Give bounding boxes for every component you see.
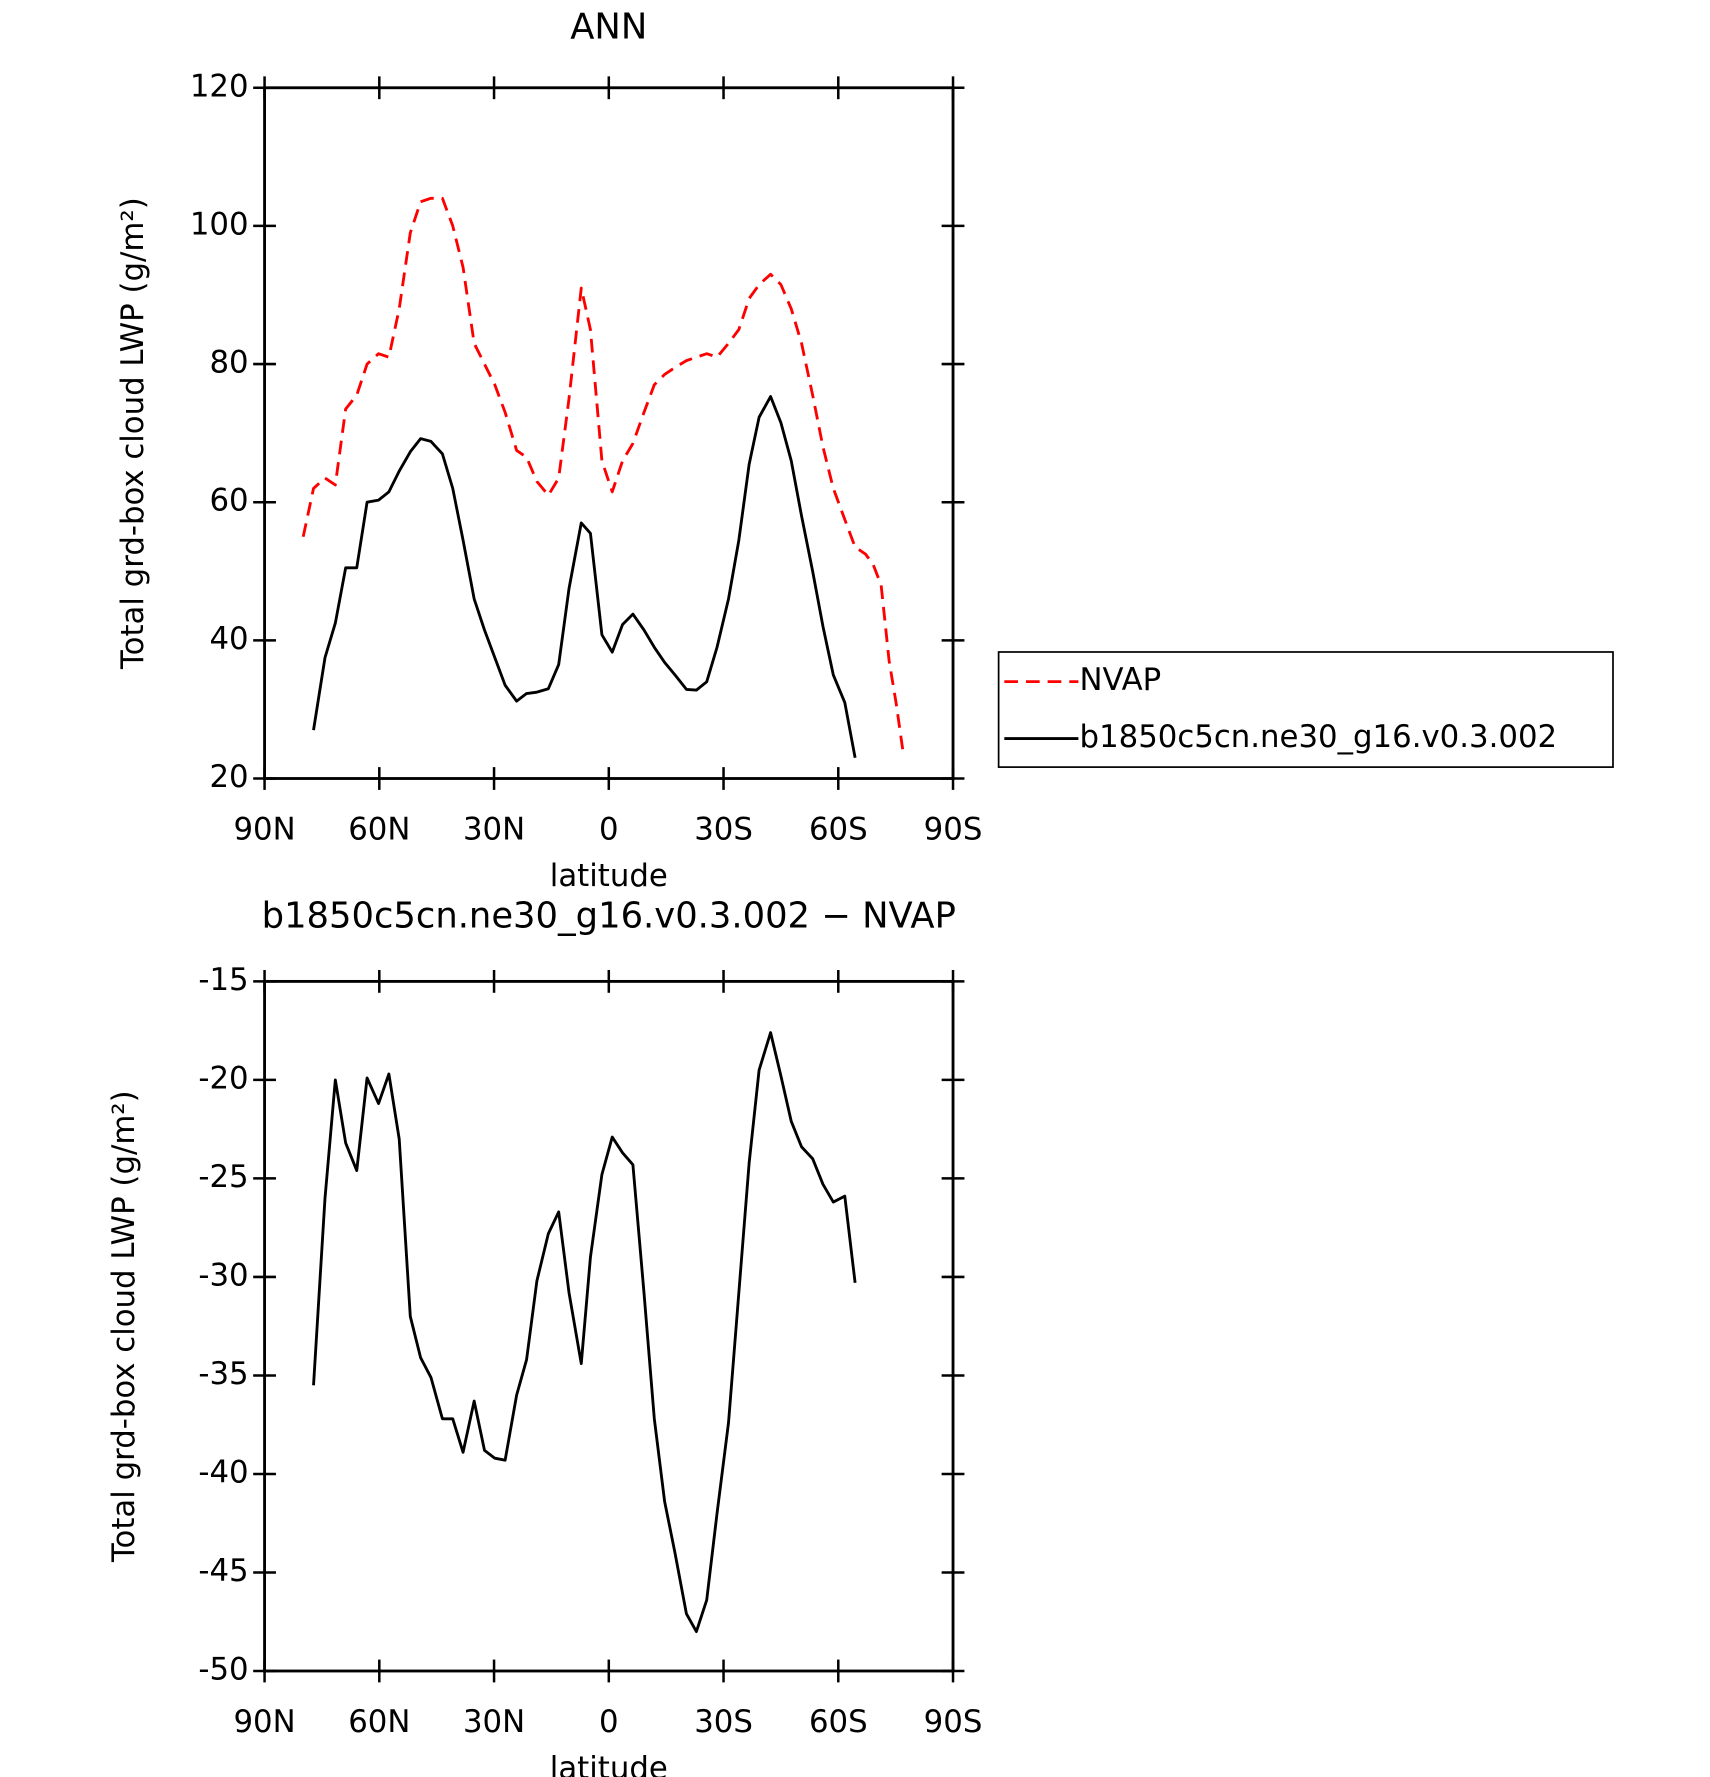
x-tick-label: 90N — [233, 811, 295, 847]
y-axis-label: Total grd-box cloud LWP (g/m²) — [115, 197, 151, 670]
y-tick-label: 80 — [209, 345, 248, 381]
x-tick-label: 60S — [809, 1704, 868, 1740]
y-tick-label: 20 — [209, 759, 248, 795]
legend-label: NVAP — [1080, 662, 1162, 698]
legend-box — [997, 651, 1614, 768]
y-tick-label: -40 — [198, 1454, 248, 1490]
x-tick-label: 90N — [233, 1704, 295, 1740]
legend-label: b1850c5cn.ne30_g16.v0.3.002 — [1080, 719, 1558, 755]
x-tick-label: 60N — [348, 1704, 410, 1740]
x-tick-label: 30N — [463, 811, 525, 847]
y-tick-label: 120 — [190, 68, 249, 104]
y-tick-label: 60 — [209, 483, 248, 519]
y-tick-label: -30 — [198, 1257, 248, 1293]
x-tick-label: 90S — [924, 811, 983, 847]
data-line — [312, 1031, 857, 1634]
y-tick-label: -50 — [198, 1651, 248, 1687]
data-line — [301, 196, 905, 752]
chart-title: ANN — [570, 6, 647, 47]
x-tick-label: 30N — [463, 1704, 525, 1740]
y-tick-label: 40 — [209, 621, 248, 657]
x-axis-label: latitude — [550, 1751, 668, 1777]
y-tick-label: -45 — [198, 1553, 248, 1589]
x-tick-label: 0 — [599, 1704, 619, 1740]
y-axis-label: Total grd-box cloud LWP (g/m²) — [106, 1090, 142, 1563]
x-tick-label: 60N — [348, 811, 410, 847]
plot-frame — [263, 86, 955, 780]
y-tick-label: -20 — [198, 1060, 248, 1096]
y-tick-label: -15 — [198, 962, 248, 998]
x-tick-label: 30S — [694, 1704, 753, 1740]
y-tick-label: -25 — [198, 1159, 248, 1195]
x-tick-label: 30S — [694, 811, 753, 847]
y-tick-label: 100 — [190, 206, 249, 242]
chart-title: b1850c5cn.ne30_g16.v0.3.002 − NVAP — [262, 896, 956, 937]
x-tick-label: 90S — [924, 1704, 983, 1740]
x-tick-label: 0 — [599, 811, 619, 847]
x-tick-label: 60S — [809, 811, 868, 847]
plot-frame — [263, 979, 955, 1673]
x-axis-label: latitude — [550, 858, 668, 894]
data-line — [312, 395, 857, 759]
y-tick-label: -35 — [198, 1356, 248, 1392]
